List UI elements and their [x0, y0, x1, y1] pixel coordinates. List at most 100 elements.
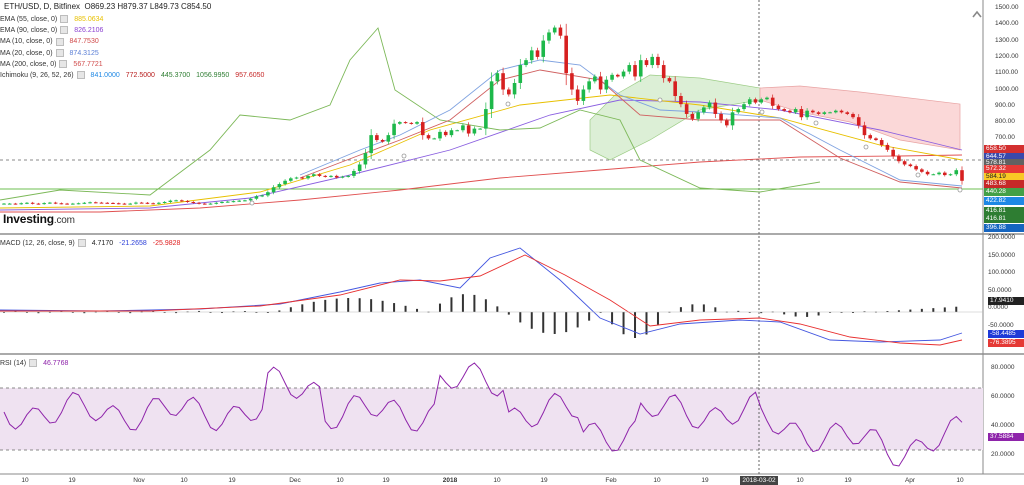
collapse-chevron-icon[interactable] — [971, 10, 983, 19]
legend-value: 567.7721 — [73, 60, 103, 68]
macd-bar — [691, 304, 694, 312]
rsi-tick-label: 80.0000 — [991, 364, 1015, 371]
price-tick-label: 1100.00 — [995, 69, 1019, 77]
macd-bar — [335, 298, 338, 312]
legend-settings-icon[interactable] — [59, 59, 68, 68]
candle — [380, 138, 385, 143]
pivot-marker — [759, 109, 765, 115]
candle-body — [478, 128, 482, 130]
candle — [65, 202, 69, 205]
candle — [254, 194, 259, 201]
candle — [466, 122, 471, 137]
candle-body — [139, 202, 144, 204]
candle — [283, 179, 287, 186]
candle-body — [13, 203, 18, 205]
legend-settings-icon[interactable] — [76, 71, 85, 80]
candle-body — [415, 122, 419, 124]
candle-body — [552, 27, 557, 33]
x-tick-label: 19 — [844, 477, 852, 484]
legend-settings-icon[interactable] — [29, 359, 38, 368]
candle-body — [581, 89, 586, 101]
candle-body — [409, 122, 414, 124]
x-tick-label: Nov — [133, 477, 145, 484]
candle — [851, 112, 855, 119]
pivot-marker — [915, 172, 921, 178]
macd-bar — [289, 307, 292, 312]
candle-body — [707, 102, 712, 108]
legend-value: 957.6050 — [235, 71, 265, 79]
macd-legend: MACD (12, 26, close, 9) 4.7170 -21.2658 -25… — [0, 238, 180, 249]
candle-body — [214, 202, 219, 204]
candle — [443, 130, 448, 137]
candle — [845, 111, 850, 116]
pivot-marker — [401, 153, 407, 159]
candle-body — [822, 112, 827, 114]
candle — [811, 109, 815, 114]
candle-body — [702, 107, 706, 113]
legend-label: EMA (90, close, 0) — [0, 27, 58, 35]
legend-settings-icon[interactable] — [77, 239, 86, 248]
candle — [661, 60, 666, 83]
legend-label: Ichimoku (9, 26, 52, 26) — [0, 71, 74, 79]
candle-body — [208, 203, 213, 205]
candle — [352, 168, 356, 179]
macd-bar — [806, 312, 809, 317]
candle — [742, 102, 746, 112]
cursor-date-label: 2018-03-02 — [740, 476, 778, 485]
candle-body — [736, 109, 741, 113]
legend-settings-icon[interactable] — [55, 48, 64, 57]
candle-body — [518, 65, 523, 83]
candle-body — [776, 105, 781, 110]
candle-body — [747, 99, 752, 105]
legend-settings-icon[interactable] — [60, 15, 69, 24]
candle-body — [495, 73, 500, 82]
candle-body — [851, 113, 855, 118]
candle — [461, 123, 465, 133]
candle — [403, 121, 408, 124]
candle — [271, 185, 276, 195]
macd-bar — [530, 312, 533, 329]
candle — [587, 78, 591, 93]
candle — [747, 97, 752, 107]
candle — [753, 97, 758, 105]
macd-bar — [278, 310, 281, 312]
x-tick-label: Dec — [289, 477, 301, 484]
symbol-header: ETH/USD, D, Bitfinex O869.23 H879.37 L84… — [4, 2, 211, 11]
candle-body — [357, 164, 362, 171]
candle-body — [793, 109, 798, 113]
candle — [53, 201, 58, 205]
candle-body — [88, 202, 92, 204]
candles-group — [2, 23, 964, 205]
candle-body — [151, 203, 155, 205]
candle — [736, 107, 741, 114]
macd-bar — [656, 312, 659, 325]
price-tag: 422.82 — [984, 197, 1024, 205]
candle — [329, 174, 333, 178]
candle-body — [868, 135, 873, 139]
candle — [71, 202, 75, 205]
legend-row: Ichimoku (9, 26, 52, 26) 841.0000 772.5000… — [0, 70, 264, 81]
candle — [667, 76, 672, 83]
candle-body — [443, 131, 448, 136]
candle-body — [466, 125, 471, 134]
legend-value: 885.0634 — [74, 16, 104, 23]
price-tag: 644.57 — [984, 153, 1024, 161]
legend-settings-icon[interactable] — [55, 37, 64, 46]
symbol-name: ETH/USD, D, Bitfinex — [4, 2, 81, 11]
candle-body — [816, 112, 821, 114]
candle-body — [575, 89, 580, 101]
candle — [151, 202, 155, 205]
candle — [128, 202, 133, 205]
candle-body — [529, 50, 534, 61]
candle-body — [311, 174, 316, 176]
candle — [770, 94, 775, 109]
candle-body — [36, 203, 41, 205]
candle — [633, 60, 637, 81]
macd-bar — [829, 312, 832, 313]
legend-settings-icon[interactable] — [60, 26, 69, 35]
macd-bar — [920, 308, 923, 312]
legend-value: 847.7530 — [69, 38, 99, 46]
candle — [707, 100, 712, 110]
candle-body — [673, 81, 677, 97]
